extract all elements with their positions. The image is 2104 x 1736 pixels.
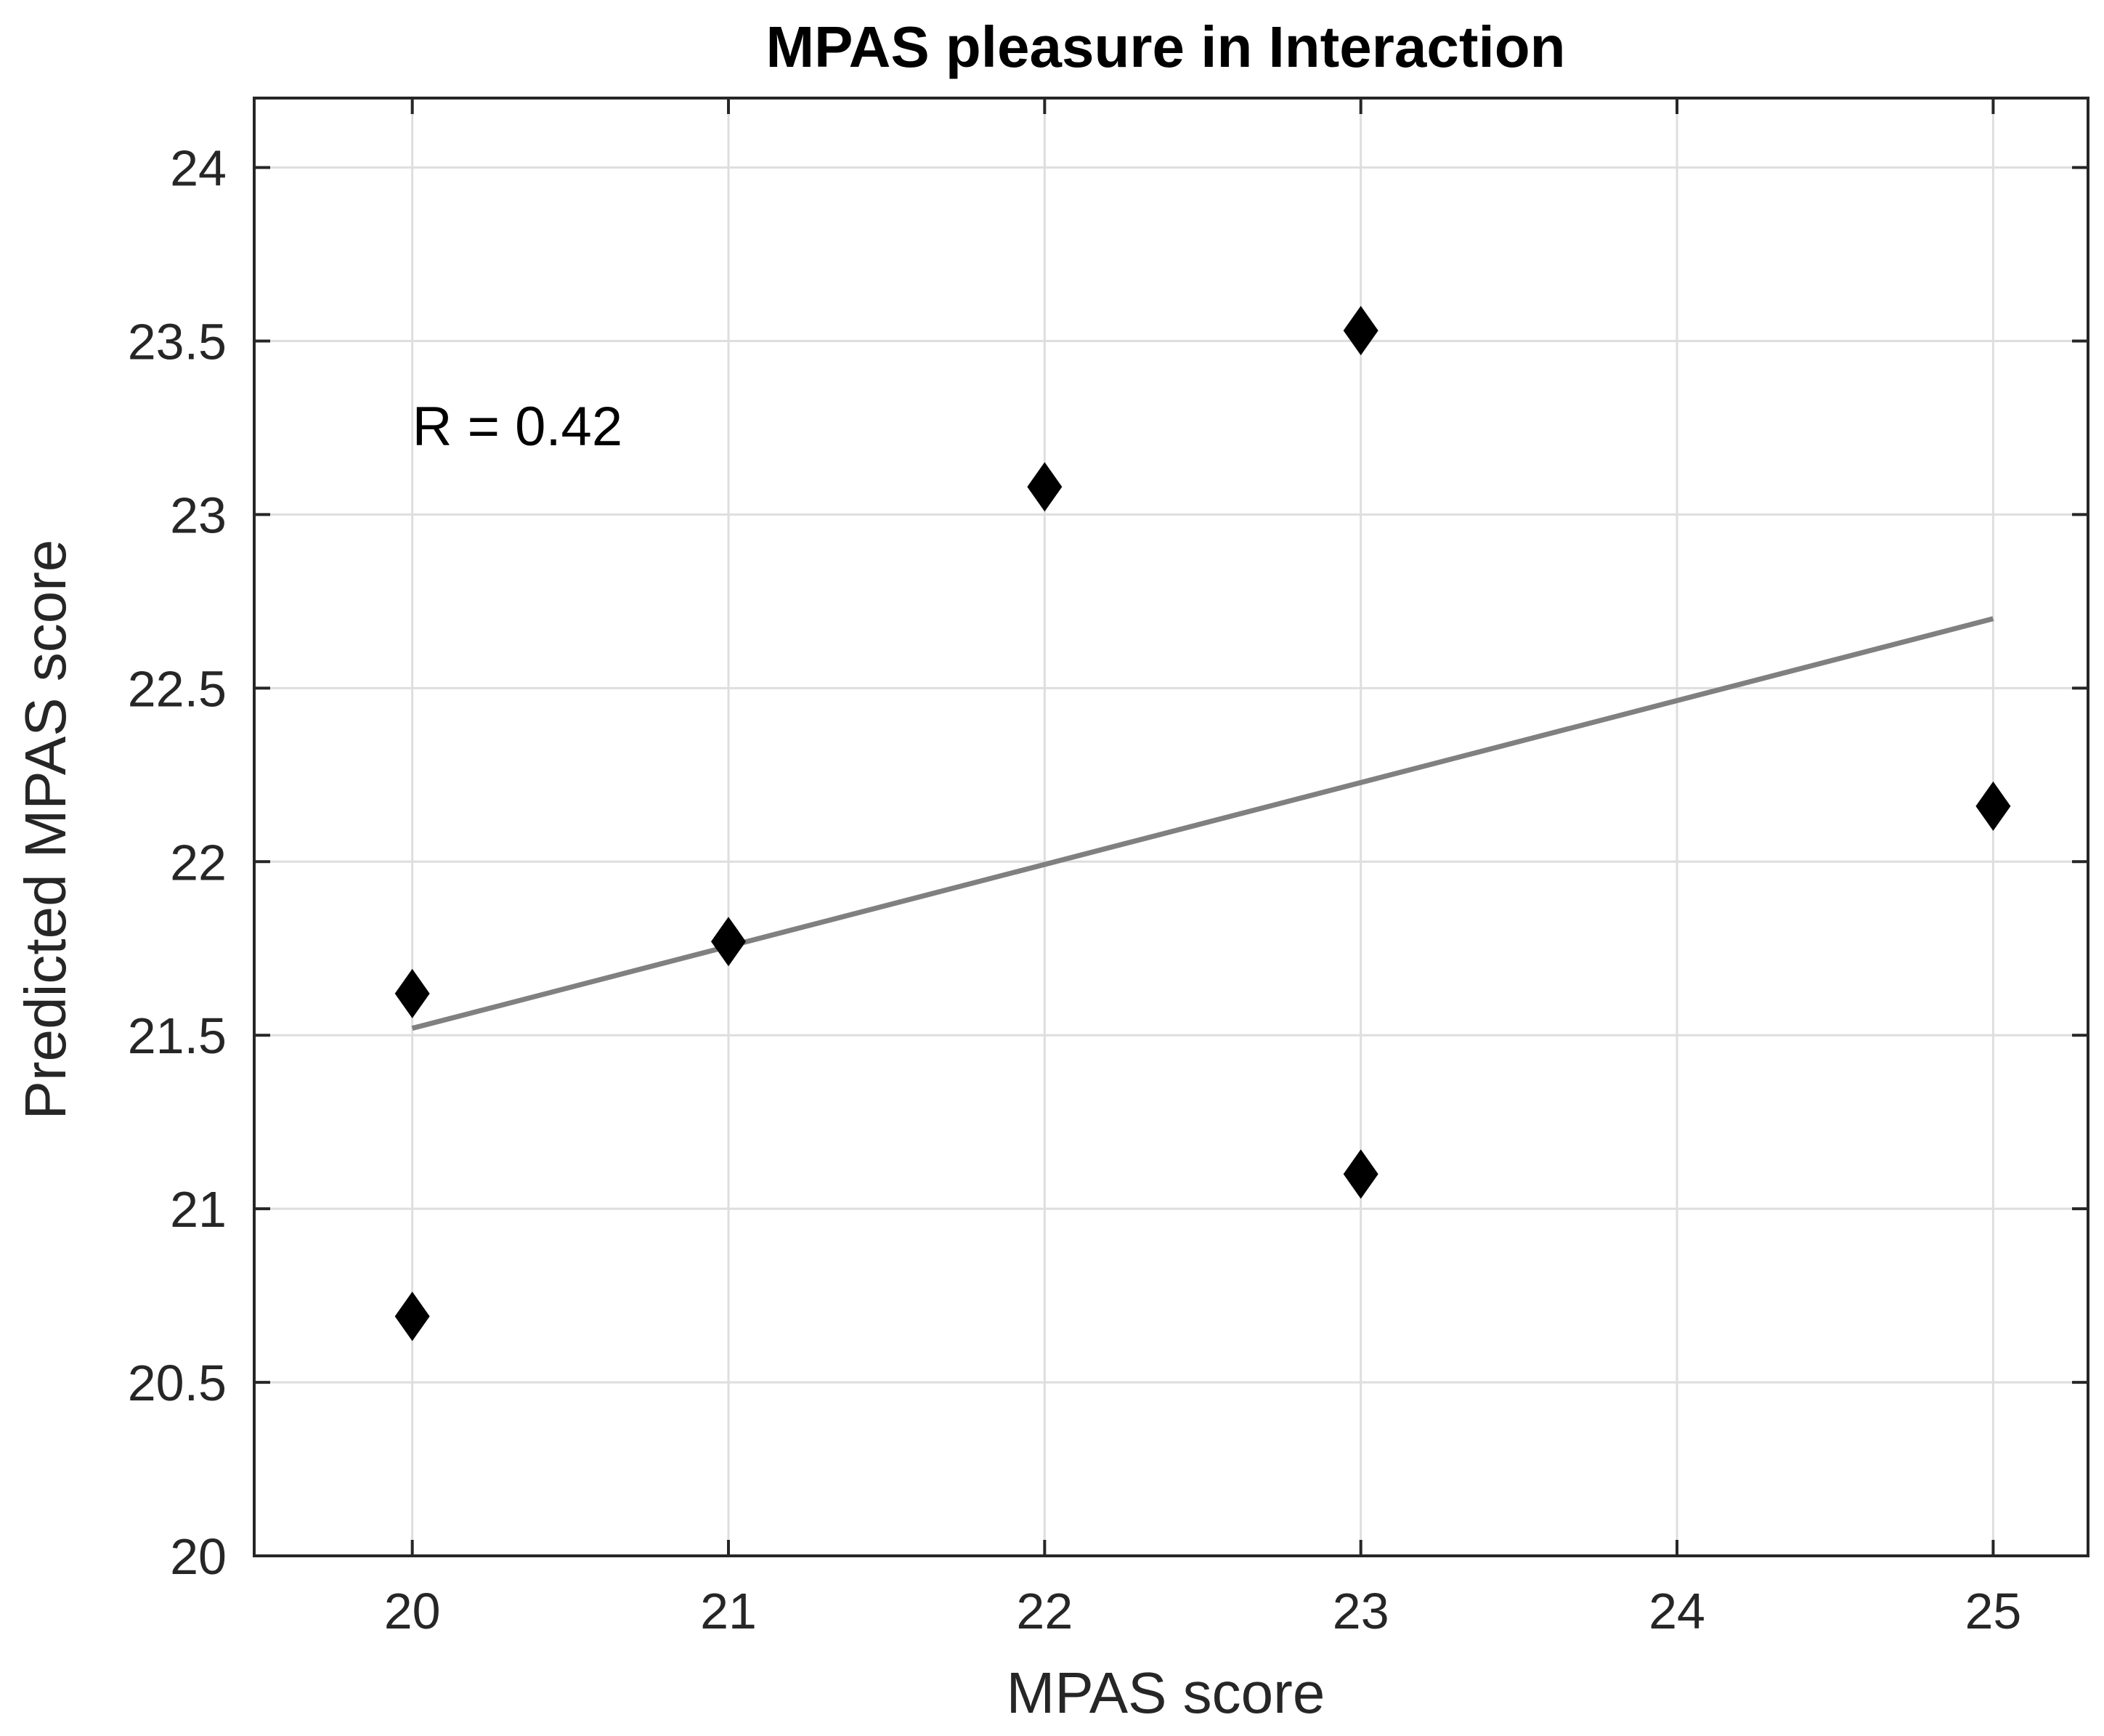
y-tick-label: 23: [170, 487, 227, 543]
data-point-6: [1343, 1149, 1378, 1199]
x-tick-label: 20: [384, 1583, 441, 1639]
x-tick-label: 22: [1016, 1583, 1073, 1639]
y-tick-label: 20.5: [128, 1355, 227, 1411]
x-axis-ticks: 20 21 22 23 24 25: [384, 98, 2021, 1639]
y-axis-ticks: 20 20.5 21 21.5 22 22.5 23 23.5 24: [128, 140, 2088, 1585]
data-point-2: [394, 1291, 430, 1342]
data-point-7: [1975, 781, 2011, 831]
chart-title: MPAS pleasure in Interaction: [766, 15, 1566, 79]
grid-lines: [254, 98, 2088, 1557]
y-axis-label: Predicted MPAS score: [13, 540, 78, 1120]
fit-line-group: [411, 616, 1994, 1031]
x-tick-label: 24: [1649, 1583, 1705, 1639]
plot-frame: [253, 97, 2089, 1557]
y-tick-label: 21.5: [128, 1007, 227, 1064]
y-tick-label: 23.5: [128, 314, 227, 370]
x-tick-label: 21: [700, 1583, 757, 1639]
x-tick-label: 25: [1965, 1583, 2021, 1639]
data-point-5: [1343, 306, 1378, 356]
y-tick-label: 22.5: [128, 660, 227, 717]
y-tick-label: 22: [170, 834, 227, 891]
data-point-4: [1027, 462, 1063, 512]
data-point-1: [394, 968, 430, 1018]
y-tick-label: 20: [170, 1528, 227, 1585]
y-tick-label: 24: [170, 140, 227, 197]
x-axis-label: MPAS score: [1007, 1660, 1325, 1725]
regression-line: [411, 616, 1994, 1031]
x-tick-label: 23: [1333, 1583, 1389, 1639]
data-points: [394, 306, 2011, 1342]
correlation-annotation: R = 0.42: [413, 396, 622, 458]
data-point-3: [711, 917, 747, 967]
y-tick-label: 21: [170, 1181, 227, 1238]
